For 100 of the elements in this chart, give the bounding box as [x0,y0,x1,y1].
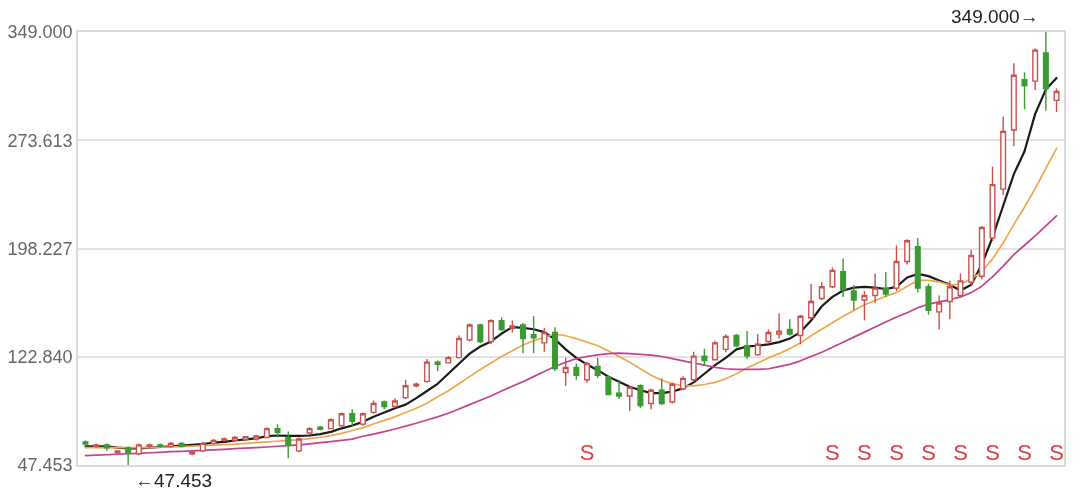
candlestick [167,441,174,449]
candlestick [968,248,975,286]
candlestick [754,333,761,357]
candlestick [530,315,537,354]
candlestick [1042,32,1049,112]
candlestick [551,326,559,372]
candlestick [263,426,270,440]
candlestick [423,358,430,384]
candlestick [391,397,398,409]
candlestick [872,272,879,304]
y-tick-label: 122.840 [7,347,73,368]
candlestick [370,399,377,415]
text: S [921,439,936,465]
y-tick-label: 198.227 [7,238,73,259]
text: S [953,439,968,465]
candlestick [722,333,729,353]
candlestick [231,435,238,442]
candlestick [274,423,281,437]
candlestick [125,445,132,465]
candlestick [1000,115,1007,196]
y-tick-label: 47.453 [17,455,73,476]
candlestick [594,356,601,379]
candlestick [957,272,964,298]
candlestick [882,271,889,298]
text: ←47.453 [135,470,213,491]
candlestick [199,441,206,453]
text: S [889,439,904,465]
candlestick [317,425,324,431]
candlestick [1053,87,1060,113]
candlestick [285,430,292,459]
text: S [1049,439,1064,465]
candlestick [690,350,697,383]
candlestick [1032,47,1039,91]
text: S [857,439,872,465]
candlestick [509,319,516,334]
candlestick [146,442,153,449]
candlestick [978,225,985,280]
candlestick [840,257,847,298]
candlestick [434,359,441,372]
candlestick [605,374,612,396]
candlestick [712,340,719,362]
candlestick [455,334,462,359]
candlestick [519,322,526,354]
candlestick [82,439,89,448]
candlestick [349,408,356,427]
candlestick [701,348,708,366]
candlestick [338,411,345,428]
candlestick [402,379,409,400]
text: S [579,439,595,465]
candlestick [295,436,302,453]
candlestick [306,426,313,436]
candlestick [946,280,953,320]
candlestick [904,238,911,266]
candlestick [445,355,452,365]
candlestick [178,441,185,448]
candlestick [359,411,366,427]
candlestick [626,385,633,412]
candlestick [637,383,644,409]
candlestick [573,362,580,381]
text: S [985,439,1000,465]
candlestick [616,379,623,400]
candlestick [797,314,804,346]
candlestick [157,442,164,449]
candlestick [253,433,260,442]
text: S [1017,439,1032,465]
candlestick [744,330,751,360]
candlestick [381,399,388,411]
candlestick [541,327,548,353]
candlestick [648,387,655,411]
candlestick [1021,71,1028,110]
candlestick [680,375,687,391]
candlestick [786,318,793,337]
candlestick [562,356,569,387]
text: S [825,439,840,465]
candlestick [776,312,783,340]
candlestick [658,377,665,406]
candlestick [808,283,815,320]
candlestick [466,322,473,343]
candlestick [327,417,334,431]
candlestick [893,244,900,292]
y-tick-label: 273.613 [7,130,73,151]
candlestick [914,237,921,294]
candlestick [765,328,772,346]
candlestick [477,322,484,344]
candlestick [114,449,121,455]
candlestick [135,442,142,457]
candlestick [829,266,836,289]
candlestick [733,333,740,349]
candlestick [818,281,825,301]
candlestick [487,318,494,346]
candlestick [413,381,420,389]
candlestick [498,316,505,332]
candlestick [925,283,932,316]
candlestick [669,381,676,405]
candlestick [583,361,591,384]
candlestick [103,442,110,452]
y-tick-label: 349.000 [7,22,73,43]
candlestick [221,436,228,443]
candlestick [861,290,868,322]
text: 349.000→ [951,6,1039,27]
